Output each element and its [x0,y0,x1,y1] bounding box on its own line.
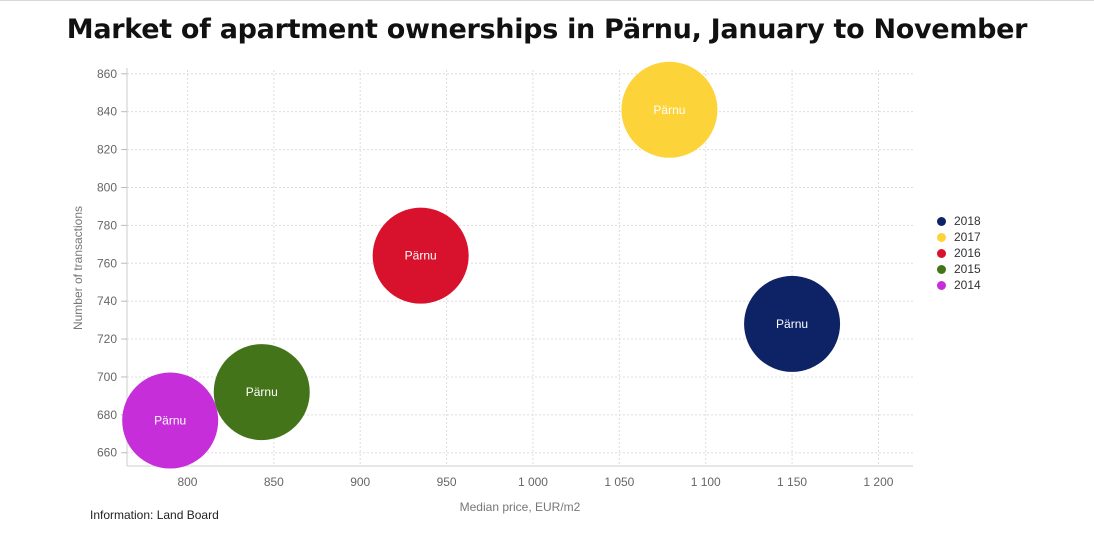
legend-item-2015[interactable]: 2015 [937,261,981,277]
y-tick-label: 740 [97,294,117,308]
legend-swatch [937,248,946,258]
bubble-2014[interactable] [122,372,219,469]
legend-swatch [937,264,946,274]
legend-label: 2016 [954,246,981,260]
legend-swatch [937,232,946,242]
x-tick-label: 800 [177,475,197,489]
chart-title: Market of apartment ownerships in Pärnu,… [66,14,1028,45]
x-tick-label: 1 200 [863,475,893,489]
y-tick-label: 720 [97,332,117,346]
bubble-2018[interactable] [744,275,841,372]
legend-label: 2014 [954,278,981,292]
x-tick-label: 1 150 [777,475,807,489]
legend-item-2014[interactable]: 2014 [937,277,981,293]
bubble-label-2018: Pärnu [776,317,808,331]
y-tick-label: 860 [97,67,117,81]
bubble-label-2015: Pärnu [246,385,278,399]
legend-label: 2017 [954,230,981,244]
y-tick-label: 800 [97,180,117,194]
bubbles: Pärnu Pärnu Pärnu Pärnu Pärnu [122,61,841,469]
y-tick-label: 700 [97,370,117,384]
legend-item-2016[interactable]: 2016 [937,245,981,261]
y-tick-label: 820 [97,143,117,157]
bubble-2017[interactable] [621,61,718,158]
top-rule [0,0,1094,1]
bubble-label-2014: Pärnu [154,414,186,428]
y-tick-label: 780 [97,218,117,232]
legend-item-2017[interactable]: 2017 [937,229,981,245]
y-tick-label: 760 [97,256,117,270]
bubble-2016[interactable] [372,207,469,304]
legend-item-2018[interactable]: 2018 [937,213,981,229]
x-tick-label: 850 [264,475,284,489]
bubble-label-2016: Pärnu [405,249,437,263]
legend-swatch [937,216,946,226]
x-tick-label: 1 000 [518,475,548,489]
source-note: Information: Land Board [90,508,219,522]
x-tick-label: 1 100 [691,475,721,489]
x-tick-label: 950 [437,475,457,489]
y-tick-label: 680 [97,408,117,422]
y-axis-label: Number of transactions [71,206,85,330]
legend: 2018 2017 2016 2015 2014 [937,213,981,293]
legend-label: 2015 [954,262,981,276]
x-tick-label: 1 050 [604,475,634,489]
bubble-2015[interactable] [213,344,310,441]
x-axis-label: Median price, EUR/m2 [460,500,581,514]
y-tick-label: 840 [97,105,117,119]
x-tick-label: 900 [350,475,370,489]
legend-label: 2018 [954,214,981,228]
y-tick-label: 660 [97,446,117,460]
axes: 800 850 900 950 1 000 1 050 1 100 1 150 1 200 660… [97,67,913,489]
legend-swatch [937,280,946,290]
bubble-label-2017: Pärnu [653,103,685,117]
